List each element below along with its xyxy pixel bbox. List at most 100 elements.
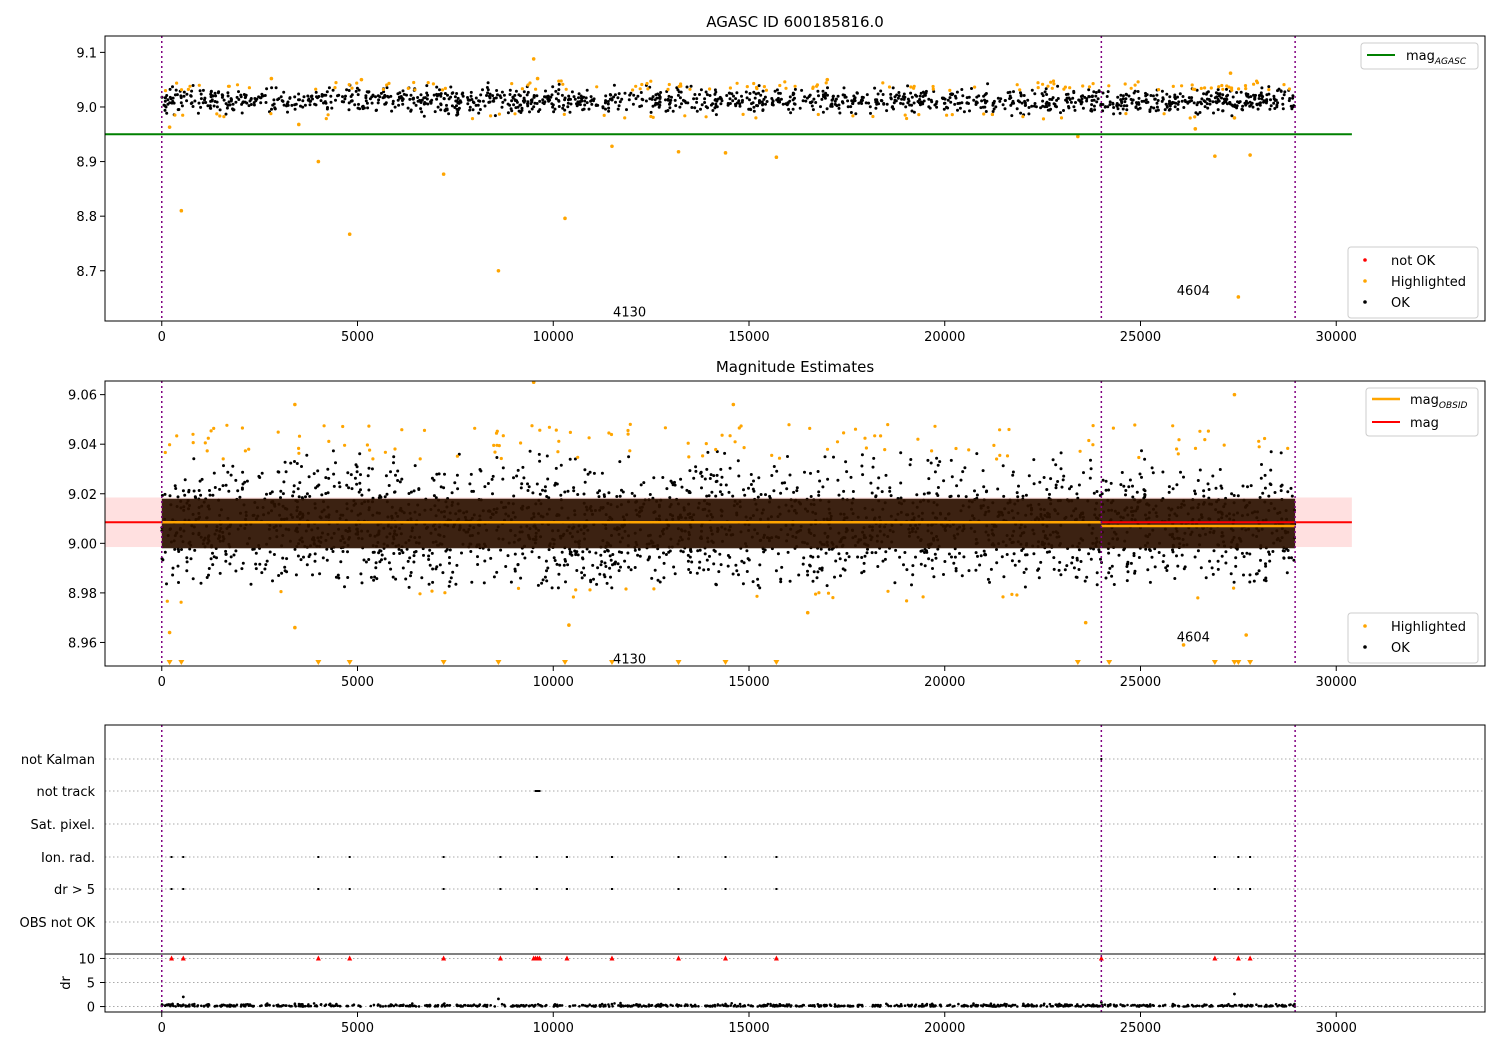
ok-point (297, 98, 300, 102)
off-scale-highlighted-marker (562, 660, 568, 665)
ok-point (876, 92, 880, 96)
flag-point (565, 856, 568, 858)
ok-point (787, 107, 791, 111)
ok-point (486, 482, 490, 485)
ok-point (433, 110, 437, 114)
ok-point (736, 459, 740, 463)
ok-point (489, 556, 493, 560)
highlighted-point (992, 443, 996, 447)
highlighted-point (1123, 82, 1127, 86)
ok-point (608, 554, 612, 558)
ok-point (1182, 567, 1186, 571)
ok-point (1248, 580, 1252, 584)
ok-point (1254, 93, 1257, 97)
ok-point (974, 551, 978, 555)
ok-point (849, 105, 853, 109)
highlighted-point (163, 450, 167, 455)
ok-point (979, 106, 983, 110)
ok-point (439, 92, 443, 96)
ok-point (495, 570, 499, 574)
ok-point (1075, 558, 1079, 562)
ok-point (713, 92, 717, 96)
ok-point (1129, 561, 1133, 565)
highlighted-point (1062, 87, 1066, 91)
ok-point (546, 477, 550, 481)
ok-point (932, 575, 936, 579)
ok-point (870, 551, 874, 555)
ok-point (765, 100, 769, 103)
ok-point (401, 102, 405, 106)
dr-point (1288, 1003, 1291, 1007)
highlighted-point (293, 625, 297, 630)
ok-point (731, 572, 735, 576)
ok-point (334, 575, 338, 579)
ok-point (293, 95, 297, 99)
ok-point (1016, 99, 1020, 103)
ok-point (1033, 102, 1037, 105)
ok-point (772, 489, 776, 493)
ok-point (664, 98, 667, 102)
ok-point (393, 490, 397, 494)
ok-point (1032, 482, 1036, 486)
highlighted-point (676, 149, 681, 154)
ok-point (577, 92, 581, 96)
highlighted-point (1091, 443, 1095, 447)
ok-point (530, 107, 534, 111)
ok-point (192, 457, 196, 461)
ok-point (890, 105, 894, 109)
dr-point (174, 1005, 177, 1008)
highlighted-point (1021, 115, 1025, 119)
ok-point (293, 547, 297, 551)
ok-point (537, 110, 540, 113)
highlighted-point (1193, 115, 1197, 119)
highlighted-point (326, 113, 330, 117)
ok-point (1015, 491, 1019, 495)
ok-point (297, 92, 301, 96)
ok-point (876, 565, 880, 568)
ok-point (687, 568, 691, 571)
ok-point (958, 551, 961, 555)
agasc-line-legend: magAGASC (1360, 42, 1479, 70)
ok-point (1153, 97, 1157, 101)
ok-point (1089, 557, 1093, 561)
ok-point (678, 105, 682, 109)
ok-point (400, 477, 404, 481)
ok-point (1042, 476, 1046, 479)
ok-point (869, 111, 872, 115)
highlighted-point (167, 125, 172, 129)
ok-point (1206, 482, 1210, 486)
ok-point (347, 101, 351, 105)
highlighted-point (222, 115, 226, 119)
ok-point (1241, 104, 1245, 108)
ok-point (851, 490, 855, 493)
highlighted-point (1175, 447, 1179, 451)
ok-point (1202, 99, 1206, 103)
dr-point (1217, 1004, 1220, 1008)
ok-point (1127, 94, 1131, 98)
dr-point (586, 1005, 589, 1008)
ok-point (449, 95, 453, 99)
ok-point (983, 553, 987, 557)
highlighted-point (825, 447, 830, 451)
ok-point (617, 550, 621, 554)
highlighted-point (883, 448, 887, 452)
highlighted-point (793, 84, 797, 88)
ok-point (1216, 567, 1220, 571)
ok-point (453, 95, 457, 99)
ok-point (297, 495, 301, 499)
ok-point (1045, 550, 1049, 554)
ok-point (604, 565, 608, 568)
ok-point (921, 90, 925, 94)
ok-point (536, 583, 540, 587)
ok-point (1230, 114, 1234, 118)
ok-point (679, 549, 683, 553)
ok-point (387, 95, 391, 99)
ok-point (1037, 567, 1041, 571)
ok-point (1242, 555, 1246, 559)
ok-point (560, 550, 564, 554)
ok-point (1216, 88, 1220, 92)
ok-point (1024, 567, 1028, 571)
ok-point (568, 110, 572, 114)
ok-point (1126, 570, 1130, 574)
